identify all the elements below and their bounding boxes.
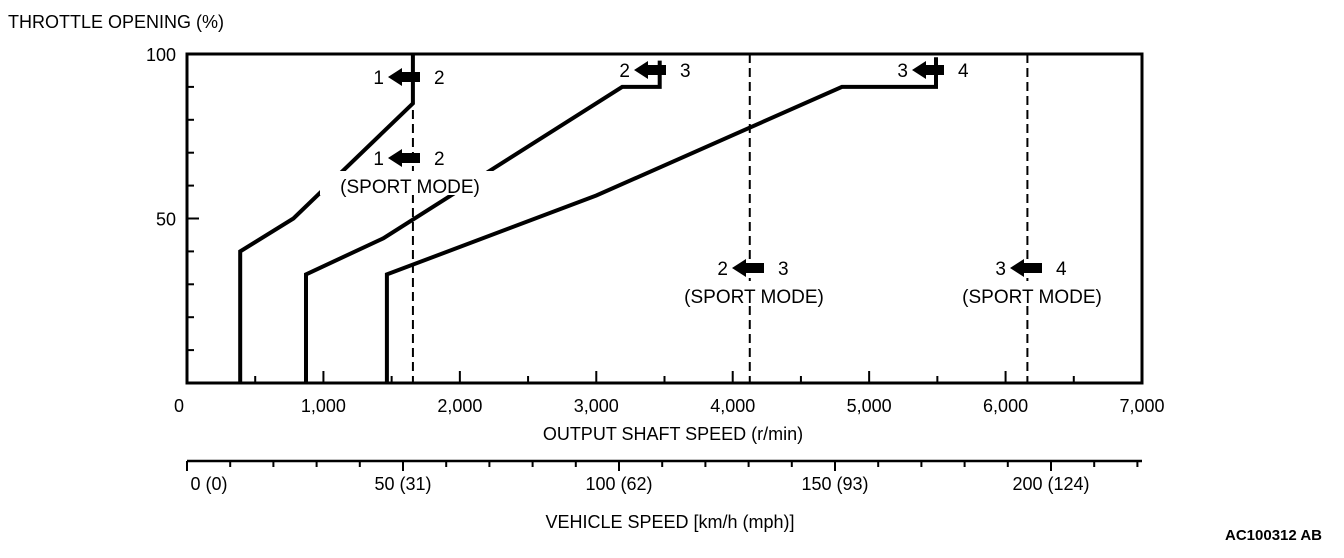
sport-mode-label: (SPORT MODE)	[962, 287, 1102, 308]
x-tick-label: 4,000	[710, 396, 755, 416]
x-tick-label: 0	[174, 396, 184, 416]
shift-annotation: 3 4 (SPORT MODE)	[942, 259, 1118, 308]
shift-line-series	[384, 57, 938, 383]
gear-from-label: 3	[897, 61, 908, 82]
x2-tick-label: 200 (124)	[1012, 474, 1089, 494]
x2-tick-label: 0 (0)	[190, 474, 227, 494]
shift-annotation: 2 3 (SPORT MODE)	[664, 259, 840, 308]
gear-to-label: 4	[958, 61, 969, 82]
gear-to-label: 4	[1056, 259, 1067, 280]
annotation-mask	[664, 281, 840, 305]
shift-line-series	[238, 54, 415, 383]
axis-ticks	[186, 85, 1143, 383]
left-arrow-icon	[912, 61, 944, 79]
x-tick-label: 1,000	[301, 396, 346, 416]
sport-mode-lines	[411, 54, 1029, 383]
gear-from-label: 1	[373, 68, 384, 89]
y-tick-label: 50	[156, 210, 176, 230]
x-tick-label: 5,000	[847, 396, 892, 416]
shift-line-series	[304, 60, 662, 383]
left-arrow-icon	[634, 61, 666, 79]
x2-tick-label: 100 (62)	[585, 474, 652, 494]
gear-from-label: 1	[373, 149, 384, 170]
vehicle-speed-ticks: 0 (0) 50 (31) 100 (62) 150 (93) 200 (124)	[186, 461, 1139, 494]
gear-to-label: 3	[778, 259, 789, 280]
shift-annotation: 1 2 (SPORT MODE)	[320, 149, 496, 198]
left-arrow-icon	[732, 259, 764, 277]
gear-to-label: 2	[434, 68, 445, 89]
y-axis-title: THROTTLE OPENING (%)	[8, 12, 224, 32]
x2-tick-label: 50 (31)	[374, 474, 431, 494]
tick-labels: 0 1,000 2,000 3,000 4,000 5,000 6,000 7,000 50 10…	[146, 45, 1165, 416]
x-tick-label: 7,000	[1119, 396, 1164, 416]
x-tick-label: 3,000	[574, 396, 619, 416]
figure-code: AC100312 AB	[1225, 527, 1322, 544]
plot-frame	[185, 52, 1144, 385]
shift-annotations: 1 2 2 3 3 41 2(SPORT MODE)2 3(SPORT MODE)3 4(SPO…	[320, 61, 1118, 308]
x-axis-title: OUTPUT SHAFT SPEED (r/min)	[543, 424, 803, 444]
gear-to-label: 3	[680, 61, 691, 82]
shift-lines	[238, 54, 938, 383]
x2-tick-label: 150 (93)	[801, 474, 868, 494]
gear-from-label: 3	[995, 259, 1006, 280]
gear-to-label: 2	[434, 149, 445, 170]
x-tick-label: 2,000	[437, 396, 482, 416]
x2-axis-title: VEHICLE SPEED [km/h (mph)]	[545, 512, 794, 532]
annotation-mask	[942, 281, 1118, 305]
sport-mode-label: (SPORT MODE)	[340, 177, 480, 198]
gear-from-label: 2	[619, 61, 630, 82]
left-arrow-icon	[388, 68, 420, 86]
x-tick-label: 6,000	[983, 396, 1028, 416]
annotation-mask	[320, 171, 496, 195]
y-tick-label: 100	[146, 45, 176, 65]
sport-mode-label: (SPORT MODE)	[684, 287, 824, 308]
left-arrow-icon	[1010, 259, 1042, 277]
left-arrow-icon	[388, 149, 420, 167]
gear-from-label: 2	[717, 259, 728, 280]
